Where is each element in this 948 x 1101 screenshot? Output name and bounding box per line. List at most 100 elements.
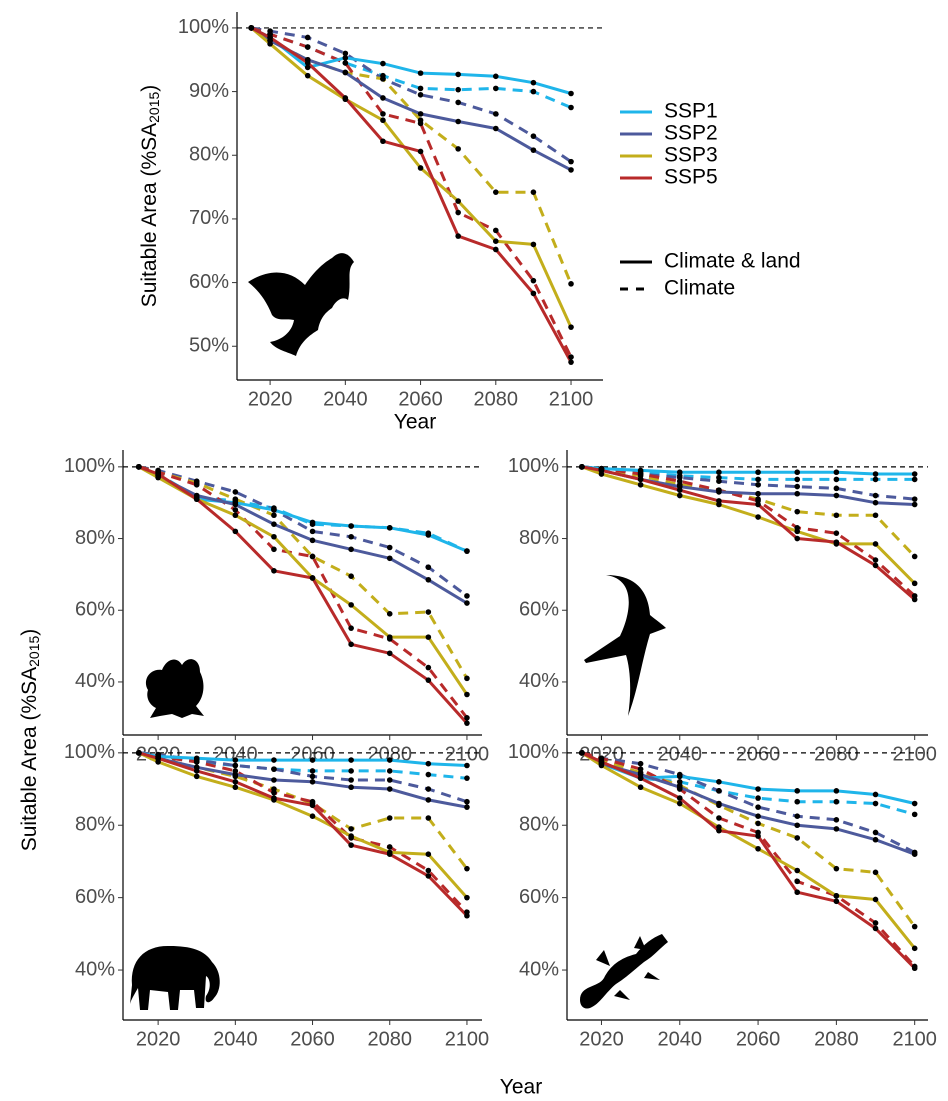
data-point: [271, 568, 277, 574]
data-point: [386, 851, 393, 858]
data-point: [455, 209, 461, 216]
data-point: [676, 469, 683, 476]
data-point: [568, 158, 574, 165]
data-point: [464, 720, 470, 726]
data-point: [348, 768, 354, 774]
data-point: [417, 70, 424, 76]
data-point: [872, 829, 879, 836]
x-tick-label: 2060: [398, 388, 443, 410]
data-point: [872, 562, 879, 569]
data-point: [492, 189, 499, 195]
data-point: [271, 757, 277, 763]
data-point: [530, 277, 537, 284]
series-line: [581, 751, 916, 970]
panel: 40% 60% 80% 100% 2020 2040 2060 2080 2100: [64, 738, 489, 1050]
data-point: [342, 60, 349, 66]
data-point: [155, 755, 161, 762]
data-point: [676, 784, 683, 791]
data-point: [833, 817, 840, 823]
data-point: [794, 798, 801, 805]
data-point: [309, 519, 316, 526]
data-point: [833, 469, 840, 476]
data-point: [425, 797, 432, 803]
data-point: [911, 553, 918, 560]
frog-icon: [145, 659, 204, 718]
data-point: [380, 117, 386, 124]
series-line: [138, 465, 468, 553]
data-point: [492, 227, 499, 234]
data-point: [794, 469, 801, 476]
panel: 40% 60% 80% 100% 2020 2040 2060 2080 2100: [508, 738, 937, 1050]
data-point: [872, 541, 879, 547]
y-tick-label: 80%: [75, 814, 115, 836]
data-point: [794, 788, 801, 794]
data-point: [530, 189, 537, 195]
data-point: [833, 492, 840, 499]
x-tick-label: 2100: [445, 1028, 490, 1050]
data-point: [911, 476, 918, 483]
data-point: [872, 492, 879, 499]
data-point: [267, 34, 273, 41]
data-point: [425, 564, 432, 571]
data-point: [872, 471, 879, 477]
data-point: [911, 471, 918, 477]
data-point: [342, 50, 349, 57]
data-point: [872, 869, 879, 876]
data-point: [386, 815, 393, 821]
data-point: [386, 634, 393, 640]
data-point: [304, 34, 311, 41]
y-tick-label: 50%: [189, 335, 229, 357]
data-point: [271, 795, 277, 801]
data-point: [637, 760, 644, 767]
data-point: [911, 596, 918, 603]
y-tick-label: 60%: [75, 599, 115, 621]
data-point: [425, 851, 432, 858]
y-axis-title-sub: 2015: [26, 636, 42, 667]
x-tick-label: 2040: [658, 1028, 703, 1050]
y-axis-title: Suitable Area (%SA2015): [138, 85, 162, 308]
y-tick-label: 40%: [75, 958, 115, 980]
data-point: [676, 773, 683, 780]
data-point: [911, 800, 918, 807]
data-point: [833, 798, 840, 805]
data-point: [193, 768, 200, 774]
data-point: [309, 773, 316, 780]
data-point: [833, 826, 840, 832]
data-point: [794, 835, 801, 841]
data-point: [492, 111, 499, 117]
series-line: [138, 751, 468, 917]
data-point: [794, 878, 801, 885]
y-tick-label: 80%: [519, 814, 559, 836]
data-point: [637, 775, 644, 781]
x-tick-label: 2020: [248, 388, 293, 410]
data-point: [637, 481, 644, 488]
y-tick-label: 40%: [75, 670, 115, 692]
series-line: [581, 751, 916, 928]
data-point: [579, 750, 585, 756]
data-point: [417, 91, 424, 98]
data-point: [425, 532, 432, 538]
y-tick-label: 60%: [519, 886, 559, 908]
data-point: [386, 650, 393, 657]
y-tick-label: 80%: [519, 527, 559, 549]
data-point: [309, 802, 316, 809]
data-point: [136, 464, 142, 470]
legend-label: SSP1: [664, 100, 718, 123]
data-point: [911, 965, 918, 972]
data-point: [309, 528, 316, 535]
y-tick-label: 80%: [75, 527, 115, 549]
data-point: [425, 677, 432, 683]
data-point: [794, 508, 801, 515]
data-point: [755, 501, 761, 508]
elephant-icon: [130, 945, 220, 1010]
data-point: [386, 777, 393, 783]
data-point: [872, 791, 879, 798]
series-line: [138, 751, 467, 767]
data-point: [637, 476, 644, 483]
data-point: [386, 844, 393, 850]
y-tick-label: 100%: [508, 741, 559, 763]
data-point: [386, 555, 393, 562]
bird-icon: [584, 575, 666, 716]
y-tick-label: 100%: [508, 455, 559, 477]
data-point: [755, 804, 761, 810]
